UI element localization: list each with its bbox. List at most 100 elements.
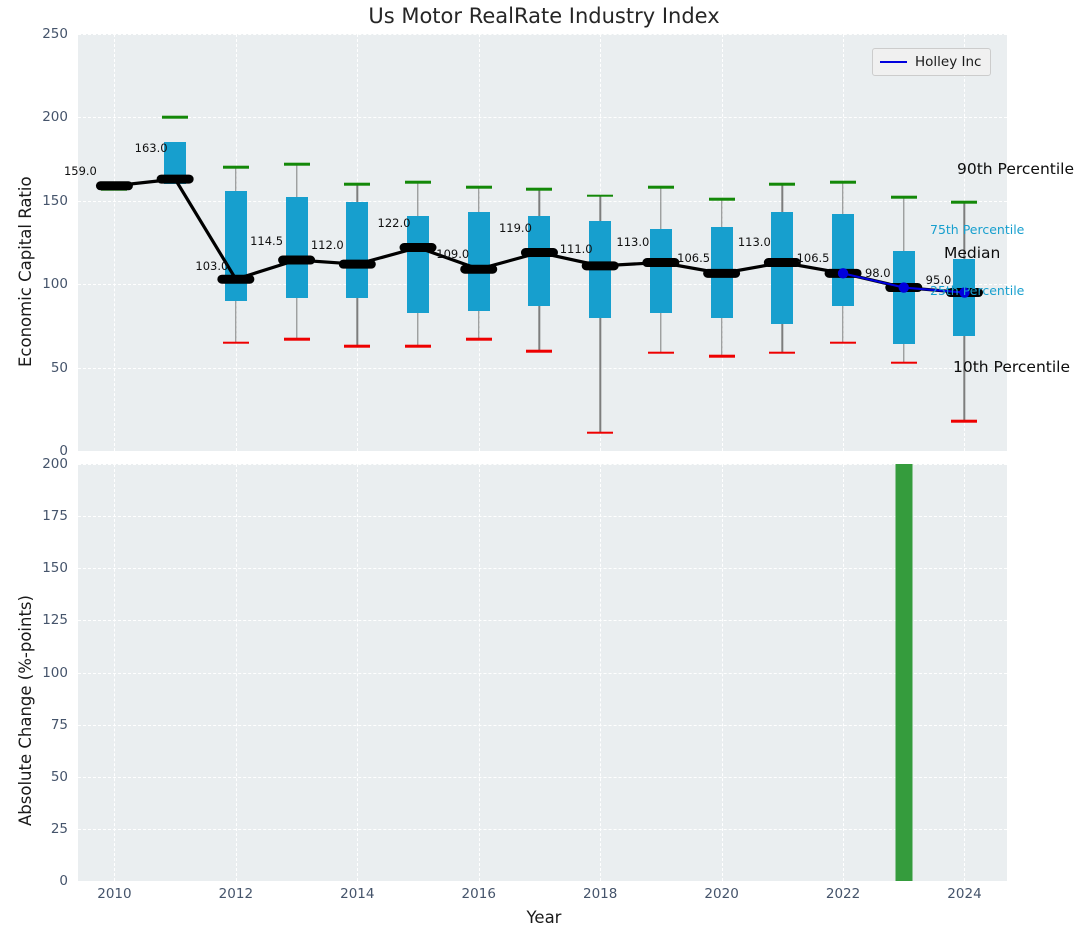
median-value-label: 111.0 [559,241,593,256]
y-tick-label: 50 [50,768,68,785]
y-tick-label: 100 [42,276,68,293]
median-value-label: 106.5 [796,251,830,266]
y-tick-label: 250 [42,26,68,42]
cap-90th-percentile [405,181,432,184]
interquartile-box [224,190,247,301]
interquartile-box [649,229,672,313]
median-value-label: 113.0 [737,234,771,249]
y-axis-label-bottom: Absolute Change (%-points) [16,595,35,826]
gridline-horizontal [78,451,1007,452]
gridline-vertical [964,464,966,881]
gridline-vertical [114,34,116,451]
median-value-label: 95.0 [925,272,952,287]
cap-90th-percentile [647,186,674,189]
median-value-label: 113.0 [616,234,650,249]
interquartile-box [771,212,794,325]
y-tick-label: 75 [50,716,68,733]
cap-10th-percentile [890,361,917,364]
interquartile-box [407,215,430,313]
y-tick-label: 125 [42,612,68,629]
cap-10th-percentile [222,341,249,344]
annotation-median: Median [944,244,1001,262]
cap-10th-percentile [708,354,735,358]
cap-90th-percentile [708,197,735,201]
gridline-horizontal [78,724,1007,726]
x-tick-label: 2018 [582,886,618,902]
cap-10th-percentile [526,349,553,353]
median-value-label: 106.5 [677,251,711,266]
gridline-horizontal [78,117,1007,119]
cap-90th-percentile [344,182,371,186]
cap-10th-percentile [769,351,796,354]
gridline-vertical [478,464,480,881]
x-tick-label: 2024 [947,886,982,902]
cap-90th-percentile [587,194,614,198]
annotation-25th-percentile: 25th Percentile [930,283,1025,298]
cap-90th-percentile [222,166,249,169]
annotation-90th-percentile: 90th Percentile [957,160,1075,178]
y-tick-label: 150 [42,192,68,209]
cap-10th-percentile [951,419,978,423]
interquartile-box [285,197,308,298]
x-tick-label: 2012 [218,886,254,902]
gridline-horizontal [78,34,1007,35]
gridline-horizontal [78,620,1007,622]
x-tick-label: 2010 [97,886,132,902]
gridline-vertical [114,464,116,881]
legend-line-swatch-holley-inc [880,61,907,63]
annotation-10th-percentile: 10th Percentile [953,358,1071,376]
absolute-change-bar [895,464,913,881]
median-value-label: 112.0 [310,238,344,253]
gridline-horizontal [78,672,1007,674]
y-tick-label: 100 [42,664,68,681]
annotation-75th-percentile: 75th Percentile [930,222,1025,237]
interquartile-box [832,214,855,306]
y-tick-label: 150 [42,560,68,577]
cap-90th-percentile [101,187,128,191]
cap-90th-percentile [951,201,978,204]
gridline-horizontal [78,828,1007,830]
y-tick-label: 25 [50,820,68,837]
median-value-label: 114.5 [250,234,284,248]
cap-10th-percentile [830,341,857,344]
median-value-label: 163.0 [134,141,168,156]
y-axis-label-top: Economic Capital Ratio [16,176,35,367]
cap-90th-percentile [830,181,857,184]
interquartile-box [164,142,187,185]
y-tick-label: 175 [42,508,68,525]
cap-10th-percentile [405,344,432,348]
gridline-horizontal [78,464,1007,465]
y-tick-label: 200 [42,456,68,472]
y-tick-label: 200 [42,109,68,126]
cap-90th-percentile [283,162,310,166]
gridline-vertical [721,464,723,881]
y-tick-label: 0 [59,443,68,459]
cap-90th-percentile [769,182,796,186]
median-value-label: 98.0 [864,265,891,280]
gridline-vertical [235,464,237,881]
median-value-label: 103.0 [195,259,229,274]
gridline-vertical [600,464,602,881]
x-tick-label: 2020 [704,886,739,902]
x-axis-label: Year [526,908,562,927]
y-tick-label: 0 [59,873,68,889]
chart-title: Us Motor RealRate Industry Index [368,4,720,28]
cap-10th-percentile [465,337,492,341]
cap-10th-percentile [647,351,674,354]
x-tick-label: 2022 [825,886,861,902]
median-value-label: 119.0 [498,220,532,235]
gridline-vertical [357,464,359,881]
interquartile-box [346,202,369,298]
interquartile-box [892,250,915,345]
median-value-label: 109.0 [436,247,470,262]
cap-10th-percentile [344,344,371,348]
cap-90th-percentile [162,116,189,119]
cap-90th-percentile [526,187,553,191]
cap-10th-percentile [283,337,310,341]
interquartile-box [589,220,612,318]
interquartile-box [467,212,490,311]
chart-legend[interactable]: Holley Inc [872,48,992,76]
gridline-horizontal [78,776,1007,778]
plot-area-absolute-change [78,464,1007,882]
